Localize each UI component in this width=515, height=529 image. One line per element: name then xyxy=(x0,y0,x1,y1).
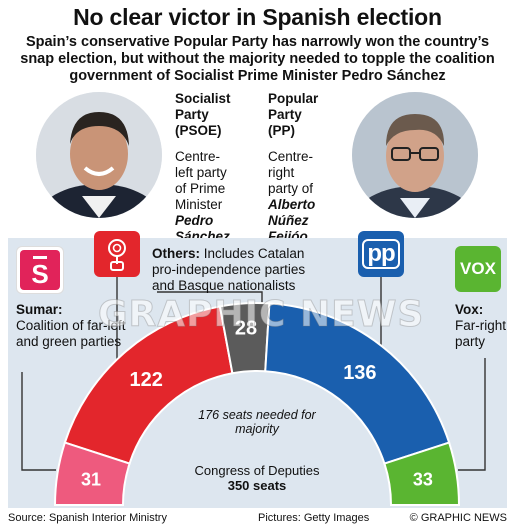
sanchez-portrait-icon xyxy=(36,92,162,218)
sumar-seat-count: 31 xyxy=(81,470,101,490)
svg-text:S: S xyxy=(31,259,48,289)
hemicycle-arcs xyxy=(53,302,461,506)
vox-label: Vox: xyxy=(455,302,484,317)
psoe-logo xyxy=(94,231,140,277)
feijoo-portrait xyxy=(352,92,478,218)
vox-connector xyxy=(458,358,486,471)
majority-note: 176 seats needed for majority xyxy=(198,408,316,436)
vox-seat-count: 33 xyxy=(413,470,433,490)
sumar-info: Sumar: Coalition of far-left and green p… xyxy=(16,302,126,350)
sumar-description: Coalition of far-left and green parties xyxy=(16,318,126,349)
psoe-leader: Pedro xyxy=(175,213,214,228)
hemicycle-labels: 122 28 136 31 33 xyxy=(81,317,433,489)
page-title: No clear victor in Spanish election xyxy=(73,4,442,30)
sumar-connector xyxy=(21,372,56,471)
others-label: Others: xyxy=(152,246,201,261)
total-seats: 350 seats xyxy=(227,478,287,493)
pp-logo-text: pp xyxy=(362,239,400,269)
sumar-seats-arc xyxy=(53,441,131,506)
sumar-logo: S xyxy=(16,246,64,294)
vox-description: Far-right party xyxy=(455,318,507,349)
others-description: Includes Catalan pro-independence partie… xyxy=(152,246,306,293)
pp-logo: pp xyxy=(358,231,404,277)
rose-fist-icon xyxy=(108,239,126,271)
pictures-credit: Pictures: Getty Images xyxy=(258,512,370,524)
others-info: Others: Includes Catalan pro-independenc… xyxy=(152,246,322,294)
others-seat-count: 28 xyxy=(235,317,257,339)
sumar-logo-icon: S xyxy=(20,250,60,290)
vox-seats-arc xyxy=(383,441,461,506)
copyright: © GRAPHIC NEWS xyxy=(409,512,507,524)
vox-logo-text: VOX xyxy=(460,259,496,278)
sumar-label: Sumar: xyxy=(16,302,63,317)
vox-info: Vox: Far-right party xyxy=(455,302,507,350)
footer: Source: Spanish Interior Ministry Pictur… xyxy=(8,510,507,527)
pp-seat-count: 136 xyxy=(343,362,376,384)
page-subtitle: Spain’s conservative Popular Party has n… xyxy=(20,34,495,84)
chamber-name: Congress of Deputies xyxy=(194,463,320,478)
psoe-name: Socialist Party (PSOE) xyxy=(175,91,231,138)
vox-logo: VOX xyxy=(455,246,501,292)
feijoo-portrait-icon xyxy=(352,92,478,218)
sanchez-portrait xyxy=(36,92,162,218)
psoe-seat-count: 122 xyxy=(129,369,162,391)
pp-name: Popular Party (PP) xyxy=(268,91,319,138)
pp-leader: Alberto xyxy=(268,197,316,212)
chamber-info: Congress of Deputies 350 seats xyxy=(150,463,364,493)
source-credit: Source: Spanish Interior Ministry xyxy=(8,512,167,524)
